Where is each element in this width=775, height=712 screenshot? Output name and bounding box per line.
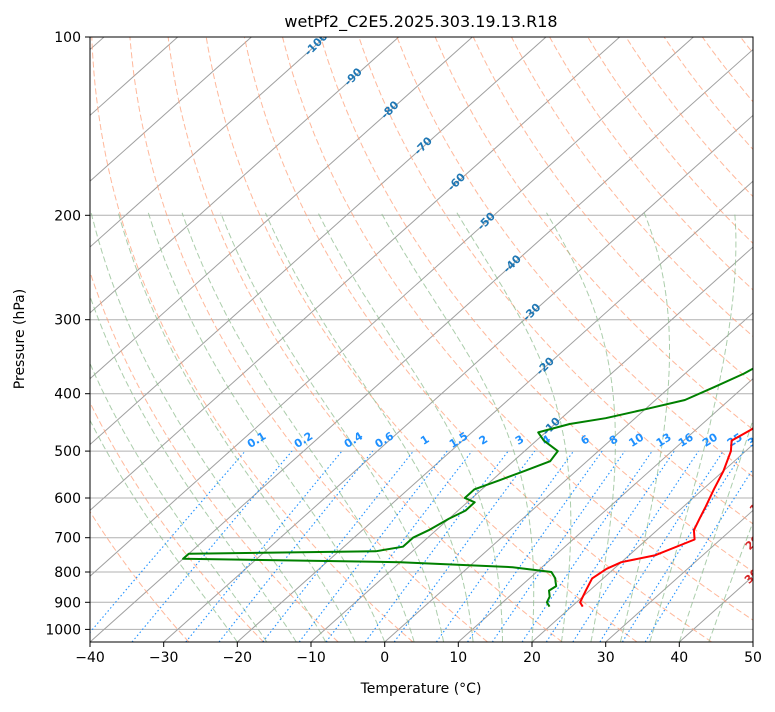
y-tick-label: 700: [54, 531, 81, 547]
x-axis-label: Temperature (°C): [360, 681, 482, 697]
x-tick-label: 40: [670, 650, 688, 666]
y-tick-label: 1000: [45, 622, 81, 638]
plot-area: [90, 37, 753, 642]
y-tick-label: 200: [54, 208, 81, 224]
y-tick-label: 800: [54, 565, 81, 581]
chart-title: wetPf2_C2E5.2025.303.19.13.R18: [284, 12, 557, 32]
y-tick-label: 300: [54, 313, 81, 329]
x-tick-label: 30: [597, 650, 615, 666]
x-tick-label: −30: [149, 650, 179, 666]
y-tick-label: 900: [54, 595, 81, 611]
y-axis-label: Pressure (hPa): [12, 289, 28, 389]
x-tick-label: −20: [223, 650, 253, 666]
x-tick-label: 50: [744, 650, 762, 666]
x-tick-label: −10: [296, 650, 326, 666]
y-tick-label: 400: [54, 387, 81, 403]
y-tick-label: 500: [54, 444, 81, 460]
y-tick-label: 600: [54, 491, 81, 507]
y-tick-label: 100: [54, 30, 81, 46]
x-tick-label: 0: [380, 650, 389, 666]
x-tick-label: −40: [75, 650, 105, 666]
x-tick-label: 10: [449, 650, 467, 666]
x-tick-label: 20: [523, 650, 541, 666]
